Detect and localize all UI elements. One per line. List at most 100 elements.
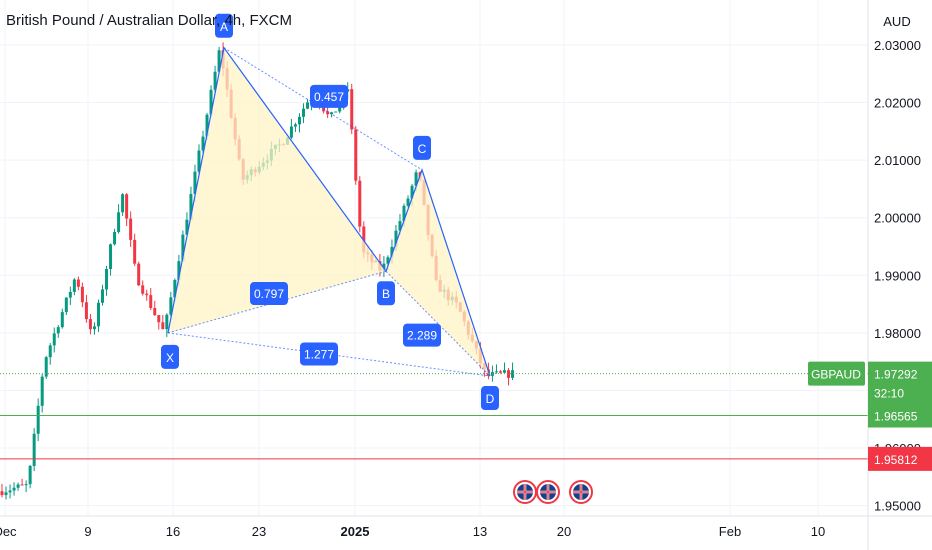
y-tick-label: 2.03000 [874,38,921,53]
candle-body [205,114,209,137]
ratio-label-xd[interactable]: 1.277 [300,342,338,366]
candle-body [213,71,217,90]
candle-body [293,124,297,127]
candle-body [398,221,402,231]
point-label-a[interactable]: A [215,13,233,38]
candle-body [326,111,330,115]
candle-body [16,484,20,488]
svg-text:32:10: 32:10 [874,387,904,401]
candle-body [289,126,293,138]
svg-text:0.457: 0.457 [314,90,344,104]
candle-body [402,205,406,222]
point-label-c[interactable]: C [413,135,431,160]
harmonic-pattern[interactable]: 0.797 0.457 2.289 1.277 X A B C D [161,13,499,411]
candle-body [197,150,201,172]
x-tick-label: 10 [811,524,825,539]
candle-body [498,371,502,373]
candle-body [129,218,133,240]
svg-text:1.96565: 1.96565 [874,410,918,424]
candle-body [201,136,205,151]
candle-body [302,108,305,117]
x-tick-label: 23 [252,524,266,539]
point-label-d[interactable]: D [481,386,499,411]
point-label-b[interactable]: B [377,281,395,306]
x-tick-label: 13 [473,524,487,539]
ratio-label-ac[interactable]: 0.457 [310,84,348,108]
candle-body [217,50,221,72]
y-tick-label: 1.98000 [874,326,921,341]
x-tick-label: 16 [166,524,180,539]
svg-text:1.277: 1.277 [304,347,334,361]
triangle-bcd [386,169,490,377]
candle-body [297,116,301,125]
candle-body [193,171,197,194]
current-price-tag[interactable]: 1.97292 32:10 [868,361,932,404]
price-levels [0,373,868,460]
candle-body [322,104,326,112]
candle-body [32,433,36,466]
candle-body [44,357,48,377]
symbol-tag[interactable]: GBPAUD [808,361,865,386]
candle-body [76,279,80,287]
y-tick-label: 1.95000 [874,499,921,514]
candle-body [350,89,354,130]
candle-body [386,257,390,264]
x-tick-label: Dec [0,524,17,539]
candle-body [4,492,8,496]
au-flag-icon[interactable] [513,480,537,504]
candle-body [306,102,310,109]
support-price-tag[interactable]: 1.96565 [868,403,932,428]
candle-body [121,194,125,213]
candle-body [362,226,366,253]
candle-body [354,129,358,181]
x-tick-label: 9 [84,524,91,539]
candle-body [40,376,44,406]
candle-body [28,465,32,485]
ratio-label-bd[interactable]: 2.289 [403,323,441,347]
candle-body [141,285,145,294]
candle-body [109,244,113,270]
candle-body [137,263,141,286]
candle-body [105,269,109,290]
uk-flag-icon[interactable] [536,480,560,504]
candle-body [153,308,157,316]
candle-body [125,194,129,219]
point-label-x[interactable]: X [161,344,179,369]
x-tick-label: 2025 [341,524,370,539]
y-tick-label: 2.00000 [874,211,921,226]
ratio-line-bd [385,270,491,377]
candle-body [173,280,177,298]
candle-body [507,370,511,378]
x-tick-label: Feb [719,524,741,539]
event-markers[interactable] [513,480,593,504]
candle-body [145,293,149,296]
svg-text:B: B [382,287,390,301]
ratio-label-xb[interactable]: 0.797 [250,282,288,306]
currency-label[interactable]: AUD [883,14,911,29]
uk-flag-icon[interactable] [569,480,593,504]
candle-body [96,302,100,327]
candle-body [334,111,338,113]
candle-body [503,370,506,373]
candle-body [330,112,334,115]
y-tick-label: 1.99000 [874,268,921,283]
svg-text:1.97292: 1.97292 [874,368,918,382]
candle-body [113,231,117,245]
candle-body [60,312,64,328]
candle-body [133,239,137,264]
time-axis[interactable]: Dec 9 16 23 2025 13 20 Feb 10 [0,524,825,539]
candle-body [101,289,104,303]
candle-body [68,291,72,298]
stop-price-tag[interactable]: 1.95812 [868,446,932,471]
candle-body [117,212,121,232]
candle-body [24,484,28,486]
svg-text:0.797: 0.797 [254,287,284,301]
y-tick-label: 2.01000 [874,153,921,168]
candle-body [410,185,414,199]
candle-body [511,370,515,378]
candle-body [8,490,12,493]
svg-text:1.95812: 1.95812 [874,453,918,467]
candle-body [406,198,410,206]
